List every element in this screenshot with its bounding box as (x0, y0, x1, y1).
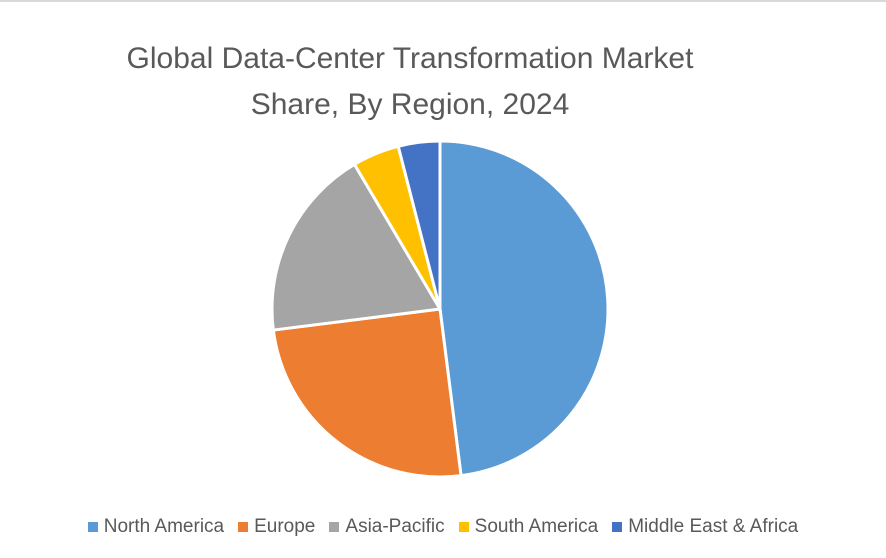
legend-swatch (612, 522, 623, 532)
legend-label: Europe (254, 516, 316, 537)
legend-item-middle-east-africa: Middle East & Africa (612, 516, 798, 538)
chart-title-line-2: Share, By Region, 2024 (250, 88, 570, 121)
legend-item-south-america: South America (458, 516, 599, 538)
pie-slice-north-america (438, 139, 610, 478)
pie-slice-europe (271, 307, 463, 479)
legend-item-asia-pacific: Asia-Pacific (329, 516, 445, 538)
legend-swatch (458, 522, 469, 532)
legend-item-north-america: North America (87, 516, 225, 538)
chart-frame-border (0, 0, 886, 2)
legend-label: North America (103, 516, 225, 537)
chart-legend: North America Europe Asia-Pacific South Ame… (0, 512, 886, 542)
legend-swatch (329, 522, 340, 532)
chart-title-line-1: Global Data-Center Transformation Market (126, 42, 694, 75)
legend-swatch (238, 522, 249, 532)
legend-item-europe: Europe (238, 516, 315, 538)
legend-label: South America (474, 516, 599, 537)
chart-title: Global Data-Center Transformation Market… (40, 36, 780, 128)
legend-label: Middle East & Africa (628, 516, 799, 537)
pie-slices (270, 139, 610, 479)
legend-label: Asia-Pacific (345, 516, 445, 537)
legend-swatch (87, 522, 98, 532)
pie-slice-asia-pacific (270, 162, 442, 332)
pie-slice-middle-east-africa (396, 139, 442, 311)
